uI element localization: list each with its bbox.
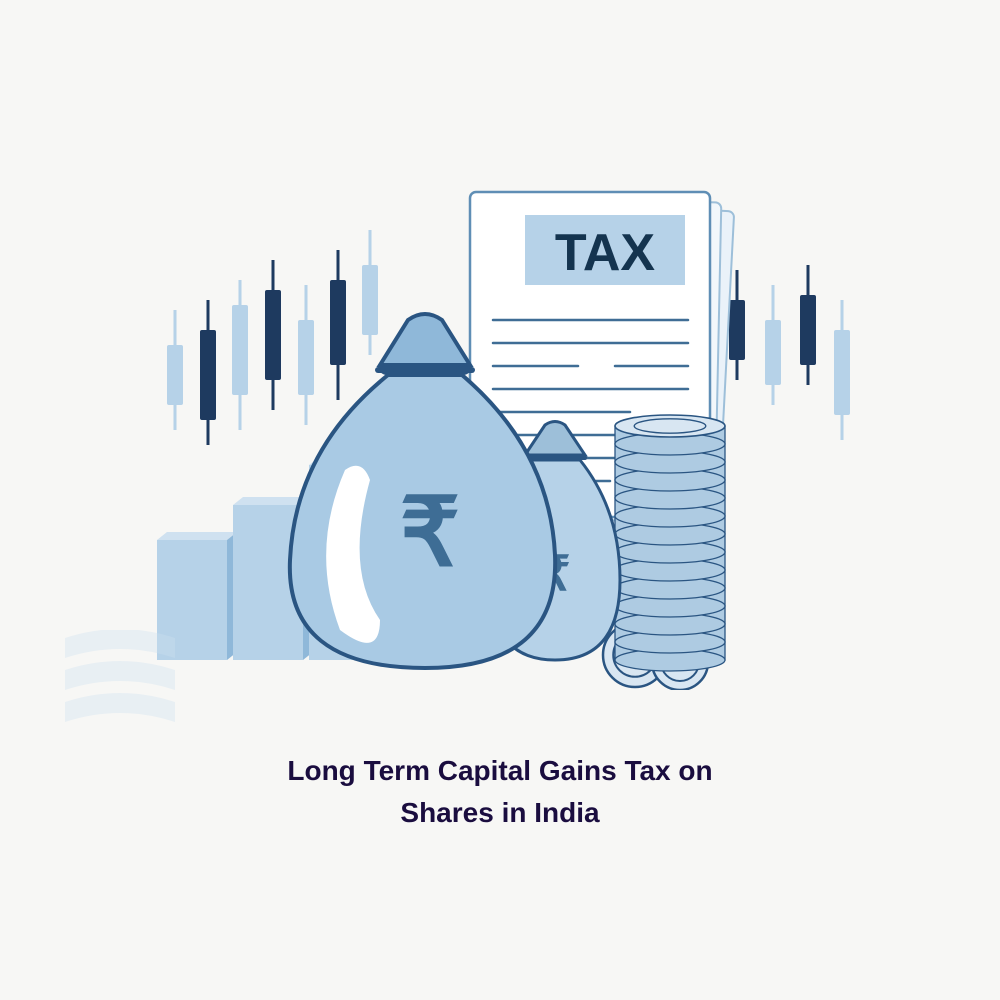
- infographic-caption: Long Term Capital Gains Tax on Shares in…: [0, 750, 1000, 834]
- watermark-icon: [65, 630, 175, 725]
- coin-stack: [615, 415, 725, 671]
- rupee-symbol-large: ₹: [400, 480, 460, 586]
- caption-line-1: Long Term Capital Gains Tax on: [287, 755, 712, 786]
- tax-label: TAX: [555, 224, 655, 282]
- tax-infographic-illustration: TAX ₹ ₹: [130, 170, 870, 690]
- caption-line-2: Shares in India: [400, 797, 599, 828]
